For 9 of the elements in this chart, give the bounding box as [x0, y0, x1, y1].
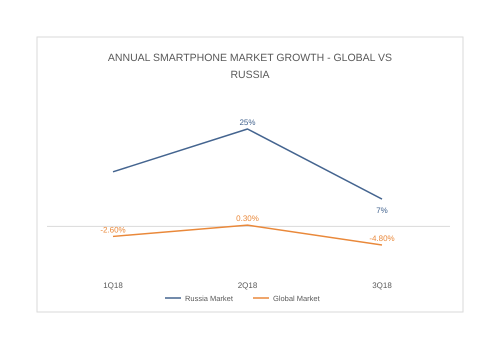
x-tick-label: 3Q18	[372, 281, 392, 290]
chart-title: ANNUAL SMARTPHONE MARKET GROWTH - GLOBAL VS RUSSIA	[108, 52, 392, 81]
data-label: 0.30%	[236, 214, 259, 224]
x-tick-label: 2Q18	[238, 281, 258, 290]
data-label: 25%	[239, 118, 256, 127]
data-label: -4.80%	[369, 234, 395, 243]
data-label: 7%	[376, 206, 388, 216]
x-tick-label: 1Q18	[103, 281, 124, 290]
data-label: -2.60%	[100, 225, 126, 234]
